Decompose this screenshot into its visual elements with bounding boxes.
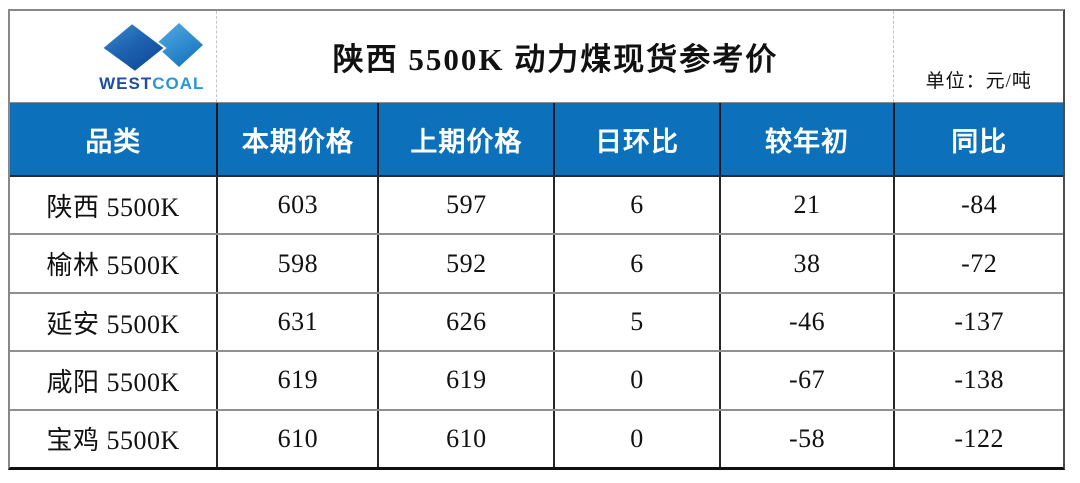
table-row-yulin: 榆林 5500K 598 592 6 38 -72	[10, 233, 1063, 292]
cell-ytd-change: -58	[718, 410, 894, 468]
cell-daily-change: 6	[553, 177, 718, 234]
cell-category: 延安 5500K	[46, 309, 180, 339]
col-header-category: 品类	[85, 126, 142, 157]
cell-previous-price: 592	[377, 235, 553, 292]
cell-current-price: 631	[216, 293, 377, 351]
westcoal-w-diamond-icon	[100, 21, 204, 72]
cell-previous-price: 619	[377, 352, 553, 409]
table-title: 陕西 5500K 动力煤现货参考价	[216, 11, 893, 102]
cell-current-price: 619	[216, 352, 377, 409]
cell-daily-change: 0	[553, 352, 718, 409]
cell-ytd-change: 38	[718, 235, 894, 292]
cell-category: 榆林 5500K	[46, 251, 180, 281]
cell-previous-price: 610	[377, 410, 553, 468]
cell-yoy-change: -138	[893, 352, 1063, 409]
cell-daily-change: 6	[553, 235, 718, 292]
cell-previous-price: 626	[377, 293, 553, 351]
brand-coal-text: COAL	[152, 73, 205, 93]
westcoal-wordmark: WESTCOAL	[99, 75, 204, 92]
unit-label: 单位：元/吨	[893, 11, 1063, 102]
col-header-current-price: 本期价格	[216, 103, 377, 175]
coal-price-table: WESTCOAL 陕西 5500K 动力煤现货参考价 单位：元/吨 品类 本期价…	[8, 9, 1065, 470]
col-header-daily-change: 日环比	[553, 103, 718, 175]
cell-current-price: 610	[216, 410, 377, 468]
cell-yoy-change: -137	[893, 293, 1063, 351]
cell-current-price: 603	[216, 177, 377, 234]
table-row-yanan: 延安 5500K 631 626 5 -46 -137	[10, 291, 1063, 351]
table-row-shaanxi: 陕西 5500K 603 597 6 21 -84	[10, 177, 1063, 234]
westcoal-logo: WESTCOAL	[99, 21, 204, 92]
brand-west-text: WEST	[99, 73, 153, 93]
col-header-previous-price: 上期价格	[377, 103, 553, 175]
cell-category: 陕西 5500K	[46, 192, 180, 222]
table-row-baoji: 宝鸡 5500K 610 610 0 -58 -122	[10, 408, 1063, 468]
cell-daily-change: 0	[553, 410, 718, 468]
cell-ytd-change: 21	[718, 177, 894, 234]
cell-category: 宝鸡 5500K	[46, 426, 180, 456]
col-header-yoy-change: 同比	[893, 103, 1063, 175]
col-header-ytd-change: 较年初	[718, 103, 894, 175]
table-banner: WESTCOAL 陕西 5500K 动力煤现货参考价 单位：元/吨	[10, 11, 1063, 103]
cell-ytd-change: -67	[718, 352, 894, 409]
cell-yoy-change: -84	[893, 177, 1063, 234]
cell-yoy-change: -122	[893, 410, 1063, 468]
cell-yoy-change: -72	[893, 235, 1063, 292]
cell-category: 咸阳 5500K	[46, 367, 180, 397]
cell-ytd-change: -46	[718, 293, 894, 351]
logo-cell: WESTCOAL	[10, 11, 216, 102]
column-header-row: 品类 本期价格 上期价格 日环比 较年初 同比	[10, 103, 1063, 177]
cell-daily-change: 5	[553, 293, 718, 351]
cell-previous-price: 597	[377, 177, 553, 234]
cell-current-price: 598	[216, 235, 377, 292]
table-row-xianyang: 咸阳 5500K 619 619 0 -67 -138	[10, 350, 1063, 409]
